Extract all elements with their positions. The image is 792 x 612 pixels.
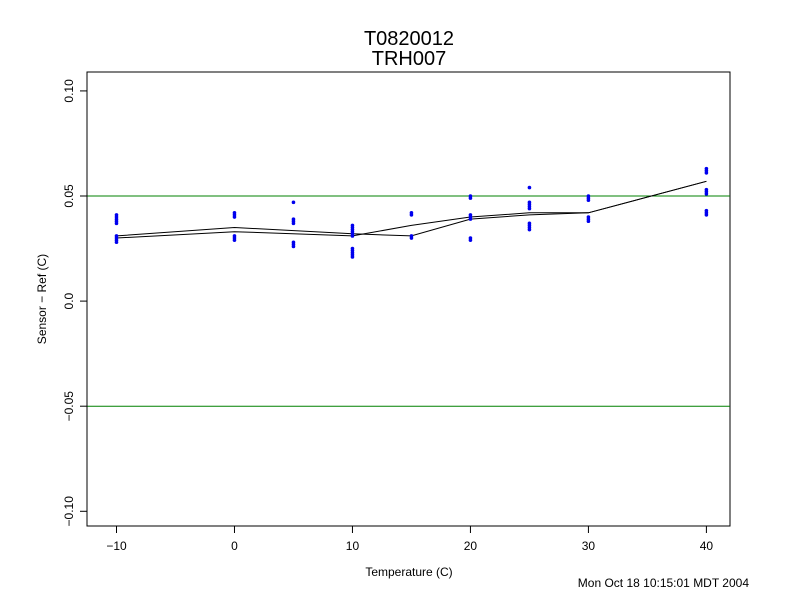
x-tick-label: 20 [464,539,478,553]
y-tick-label: −0.10 [62,496,76,527]
x-tick-label: −10 [106,539,127,553]
y-tick-label: 0.10 [62,79,76,103]
data-point [468,238,473,242]
reference-lines [87,195,730,407]
data-point [350,234,355,238]
x-axis: −10 0 10 20 30 40 [106,525,714,553]
data-point [350,255,355,259]
x-tick-label: 40 [700,539,714,553]
data-point [527,227,532,232]
chart-title: T0820012 [364,28,454,50]
data-point [586,198,591,203]
chart-subtitle: TRH007 [372,48,446,70]
fit-line-0 [116,180,707,237]
data-point [704,171,709,175]
data-point [409,213,414,217]
x-tick-label: 30 [582,539,596,553]
fit-lines [116,180,707,239]
data-point [409,236,414,240]
y-tick-label: −0.05 [62,391,76,422]
data-point [527,185,532,190]
data-point [291,221,296,226]
data-point [468,196,473,200]
data-point [232,238,237,242]
timestamp: Mon Oct 18 10:15:01 MDT 2004 [578,576,750,590]
data-point [704,213,709,217]
data-point [291,200,296,205]
fit-line-1 [116,180,707,239]
data-point [527,206,532,211]
plot-frame [86,71,731,527]
y-axis: −0.10 −0.05 0.0 0.05 0.10 [62,79,88,527]
x-tick-label: 0 [231,539,238,553]
data-point [468,217,473,221]
data-point [232,215,237,219]
data-points [114,166,709,259]
y-axis-label: Sensor − Ref (C) [35,254,49,344]
data-point [114,240,119,245]
data-point [704,192,709,196]
x-tick-label: 10 [346,539,360,553]
y-tick-label: 0.05 [62,184,76,208]
y-tick-label: 0.0 [62,292,76,309]
data-point [586,219,591,224]
data-point [114,221,119,226]
data-point [291,244,296,249]
x-axis-label: Temperature (C) [365,565,452,579]
